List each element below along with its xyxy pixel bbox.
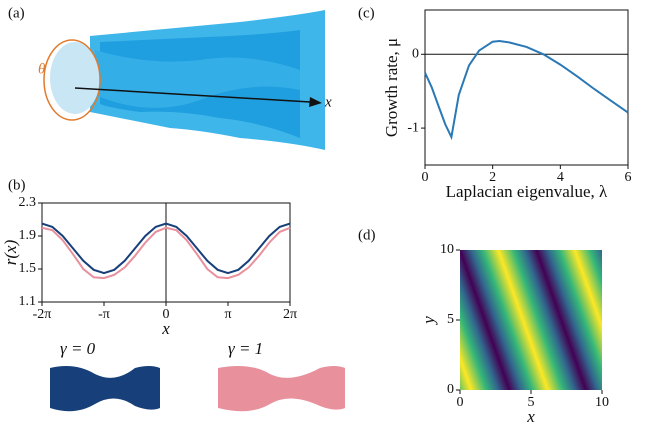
y-tick-label: 0 (447, 382, 454, 397)
x-tick-label: 4 (557, 170, 564, 185)
panel-label: (b) (8, 177, 26, 193)
series-line (41, 222, 291, 275)
x-tick-label: -π (98, 307, 110, 322)
y-tick-label: 0 (412, 47, 419, 62)
angle-label: θ (38, 61, 46, 77)
y-tick-label: 10 (440, 242, 454, 257)
shape-gamma-0 (50, 366, 160, 412)
x-axis-label: x (526, 407, 535, 426)
series-line (41, 226, 291, 280)
heatmap-image (460, 250, 602, 390)
y-tick-label: 1.1 (19, 294, 37, 309)
x-tick-label: 2π (283, 307, 297, 322)
panel-label: (d) (358, 227, 376, 243)
y-axis-label: y (419, 316, 438, 326)
y-tick-label: 1.5 (19, 261, 37, 276)
x-axis-label: x (161, 319, 170, 338)
y-tick-label: 1.9 (19, 228, 37, 243)
x-tick-label: 2 (489, 170, 496, 185)
plot-frame (424, 9, 629, 166)
x-tick-label: 5 (528, 395, 535, 410)
legend-label: γ = 1 (228, 339, 263, 358)
y-axis-label: r(x) (1, 239, 20, 265)
x-tick-label: 0 (457, 395, 464, 410)
x-tick-label: 0 (163, 307, 170, 322)
cone-illustration (43, 10, 325, 150)
panel-label: (c) (358, 5, 375, 21)
shape-gamma-1 (218, 366, 345, 412)
series-line (424, 39, 629, 141)
x-tick-label: 10 (595, 395, 609, 410)
x-tick-label: 6 (625, 170, 632, 185)
y-tick-label: 2.3 (19, 195, 37, 210)
y-tick-label: 5 (447, 312, 454, 327)
y-tick-label: -1 (407, 120, 419, 135)
panel-label: (a) (8, 5, 25, 21)
axis-label: x (324, 94, 332, 110)
x-tick-label: -2π (33, 307, 52, 322)
y-axis-label: Growth rate, μ (382, 38, 401, 137)
x-tick-label: π (224, 307, 231, 322)
x-tick-label: 0 (422, 170, 429, 185)
x-axis-label: Laplacian eigenvalue, λ (446, 182, 608, 201)
legend-label: γ = 0 (60, 339, 96, 358)
